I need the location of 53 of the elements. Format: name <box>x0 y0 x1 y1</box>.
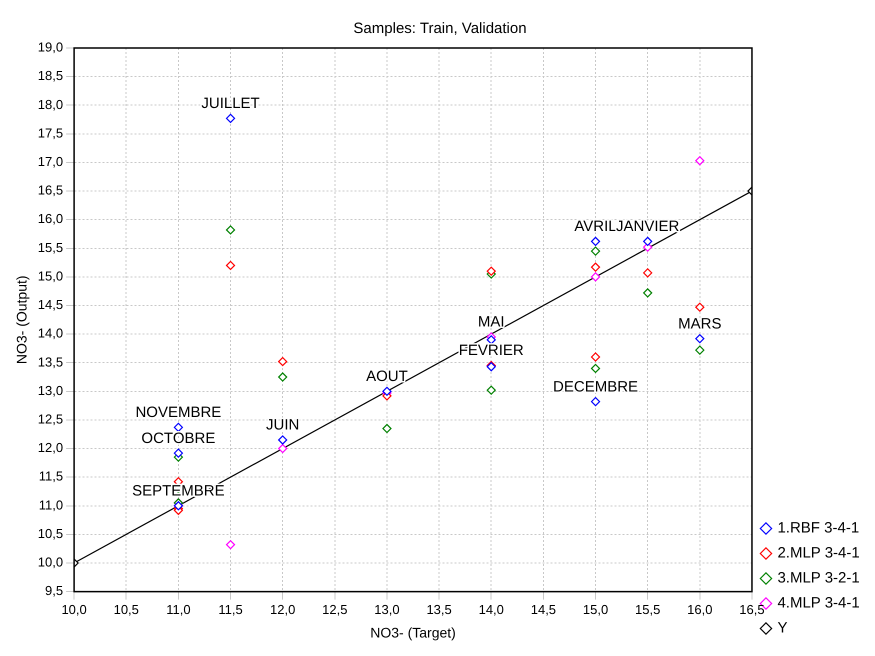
x-tick-label: 12,0 <box>270 602 296 617</box>
y-tick-label: 10,0 <box>38 554 64 570</box>
legend-label: Y <box>777 620 788 637</box>
y-tick-label: 15,0 <box>38 268 64 284</box>
y-tick-label: 18,0 <box>38 96 64 112</box>
legend-label: 3.MLP 3-2-1 <box>777 570 860 587</box>
legend-label: 2.MLP 3-4-1 <box>777 544 860 562</box>
x-tick-label: 13,0 <box>374 602 400 617</box>
y-tick-label: 15,5 <box>38 240 64 255</box>
y-axis-title: NO3- (Output) <box>13 275 30 364</box>
annotation: FEVRIER <box>458 342 524 360</box>
annotation: JUILLET <box>201 95 260 112</box>
annotation: OCTOBRE <box>141 430 216 447</box>
y-tick-label: 12,5 <box>38 412 64 427</box>
y-tick-label: 10,5 <box>38 526 64 541</box>
x-tick-label: 10,5 <box>114 602 139 617</box>
y-tick-label: 12,0 <box>38 440 64 456</box>
y-tick-label: 16,0 <box>38 211 64 226</box>
x-tick-label: 11,5 <box>218 602 243 617</box>
x-tick-label: 16,5 <box>739 602 765 617</box>
y-tick-label: 14,5 <box>38 297 64 312</box>
legend-label: 4.MLP 3-4-1 <box>777 594 860 612</box>
x-tick-label: 11,0 <box>166 602 191 617</box>
annotation: JANVIER <box>616 218 680 236</box>
x-tick-label: 12,5 <box>322 602 348 617</box>
annotation: DECEMBRE <box>553 378 638 396</box>
x-tick-label: 15,5 <box>635 602 660 617</box>
y-tick-label: 9,5 <box>45 583 64 598</box>
legend-label: 1.RBF 3-4-1 <box>777 520 860 537</box>
y-tick-label: 16,5 <box>38 182 64 198</box>
y-tick-label: 11,5 <box>38 468 64 484</box>
y-tick-label: 13,0 <box>38 382 64 398</box>
x-tick-label: 14,0 <box>478 602 504 617</box>
x-tick-label: 14,5 <box>530 602 556 617</box>
y-tick-label: 11,0 <box>38 497 64 512</box>
y-tick-label: 18,5 <box>38 68 64 84</box>
x-tick-label: 10,0 <box>61 602 87 617</box>
chart-title: Samples: Train, Validation <box>353 20 527 38</box>
annotation: JUIN <box>266 416 300 434</box>
x-tick-label: 13,5 <box>426 602 452 617</box>
annotation: AVRIL <box>574 218 617 236</box>
y-tick-label: 17,5 <box>38 125 64 140</box>
y-tick-label: 17,0 <box>38 154 64 170</box>
x-tick-label: 15,0 <box>582 602 608 617</box>
annotation: NOVEMBRE <box>135 404 222 422</box>
annotation: AOUT <box>366 368 408 385</box>
y-tick-label: 13,5 <box>38 354 64 370</box>
y-tick-label: 19,0 <box>38 40 64 55</box>
y-tick-label: 14,0 <box>38 326 64 341</box>
x-axis-title: NO3- (Target) <box>370 624 456 640</box>
annotation: MARS <box>678 315 722 332</box>
x-tick-label: 16,0 <box>687 602 712 617</box>
annotation: MAI <box>478 314 505 331</box>
